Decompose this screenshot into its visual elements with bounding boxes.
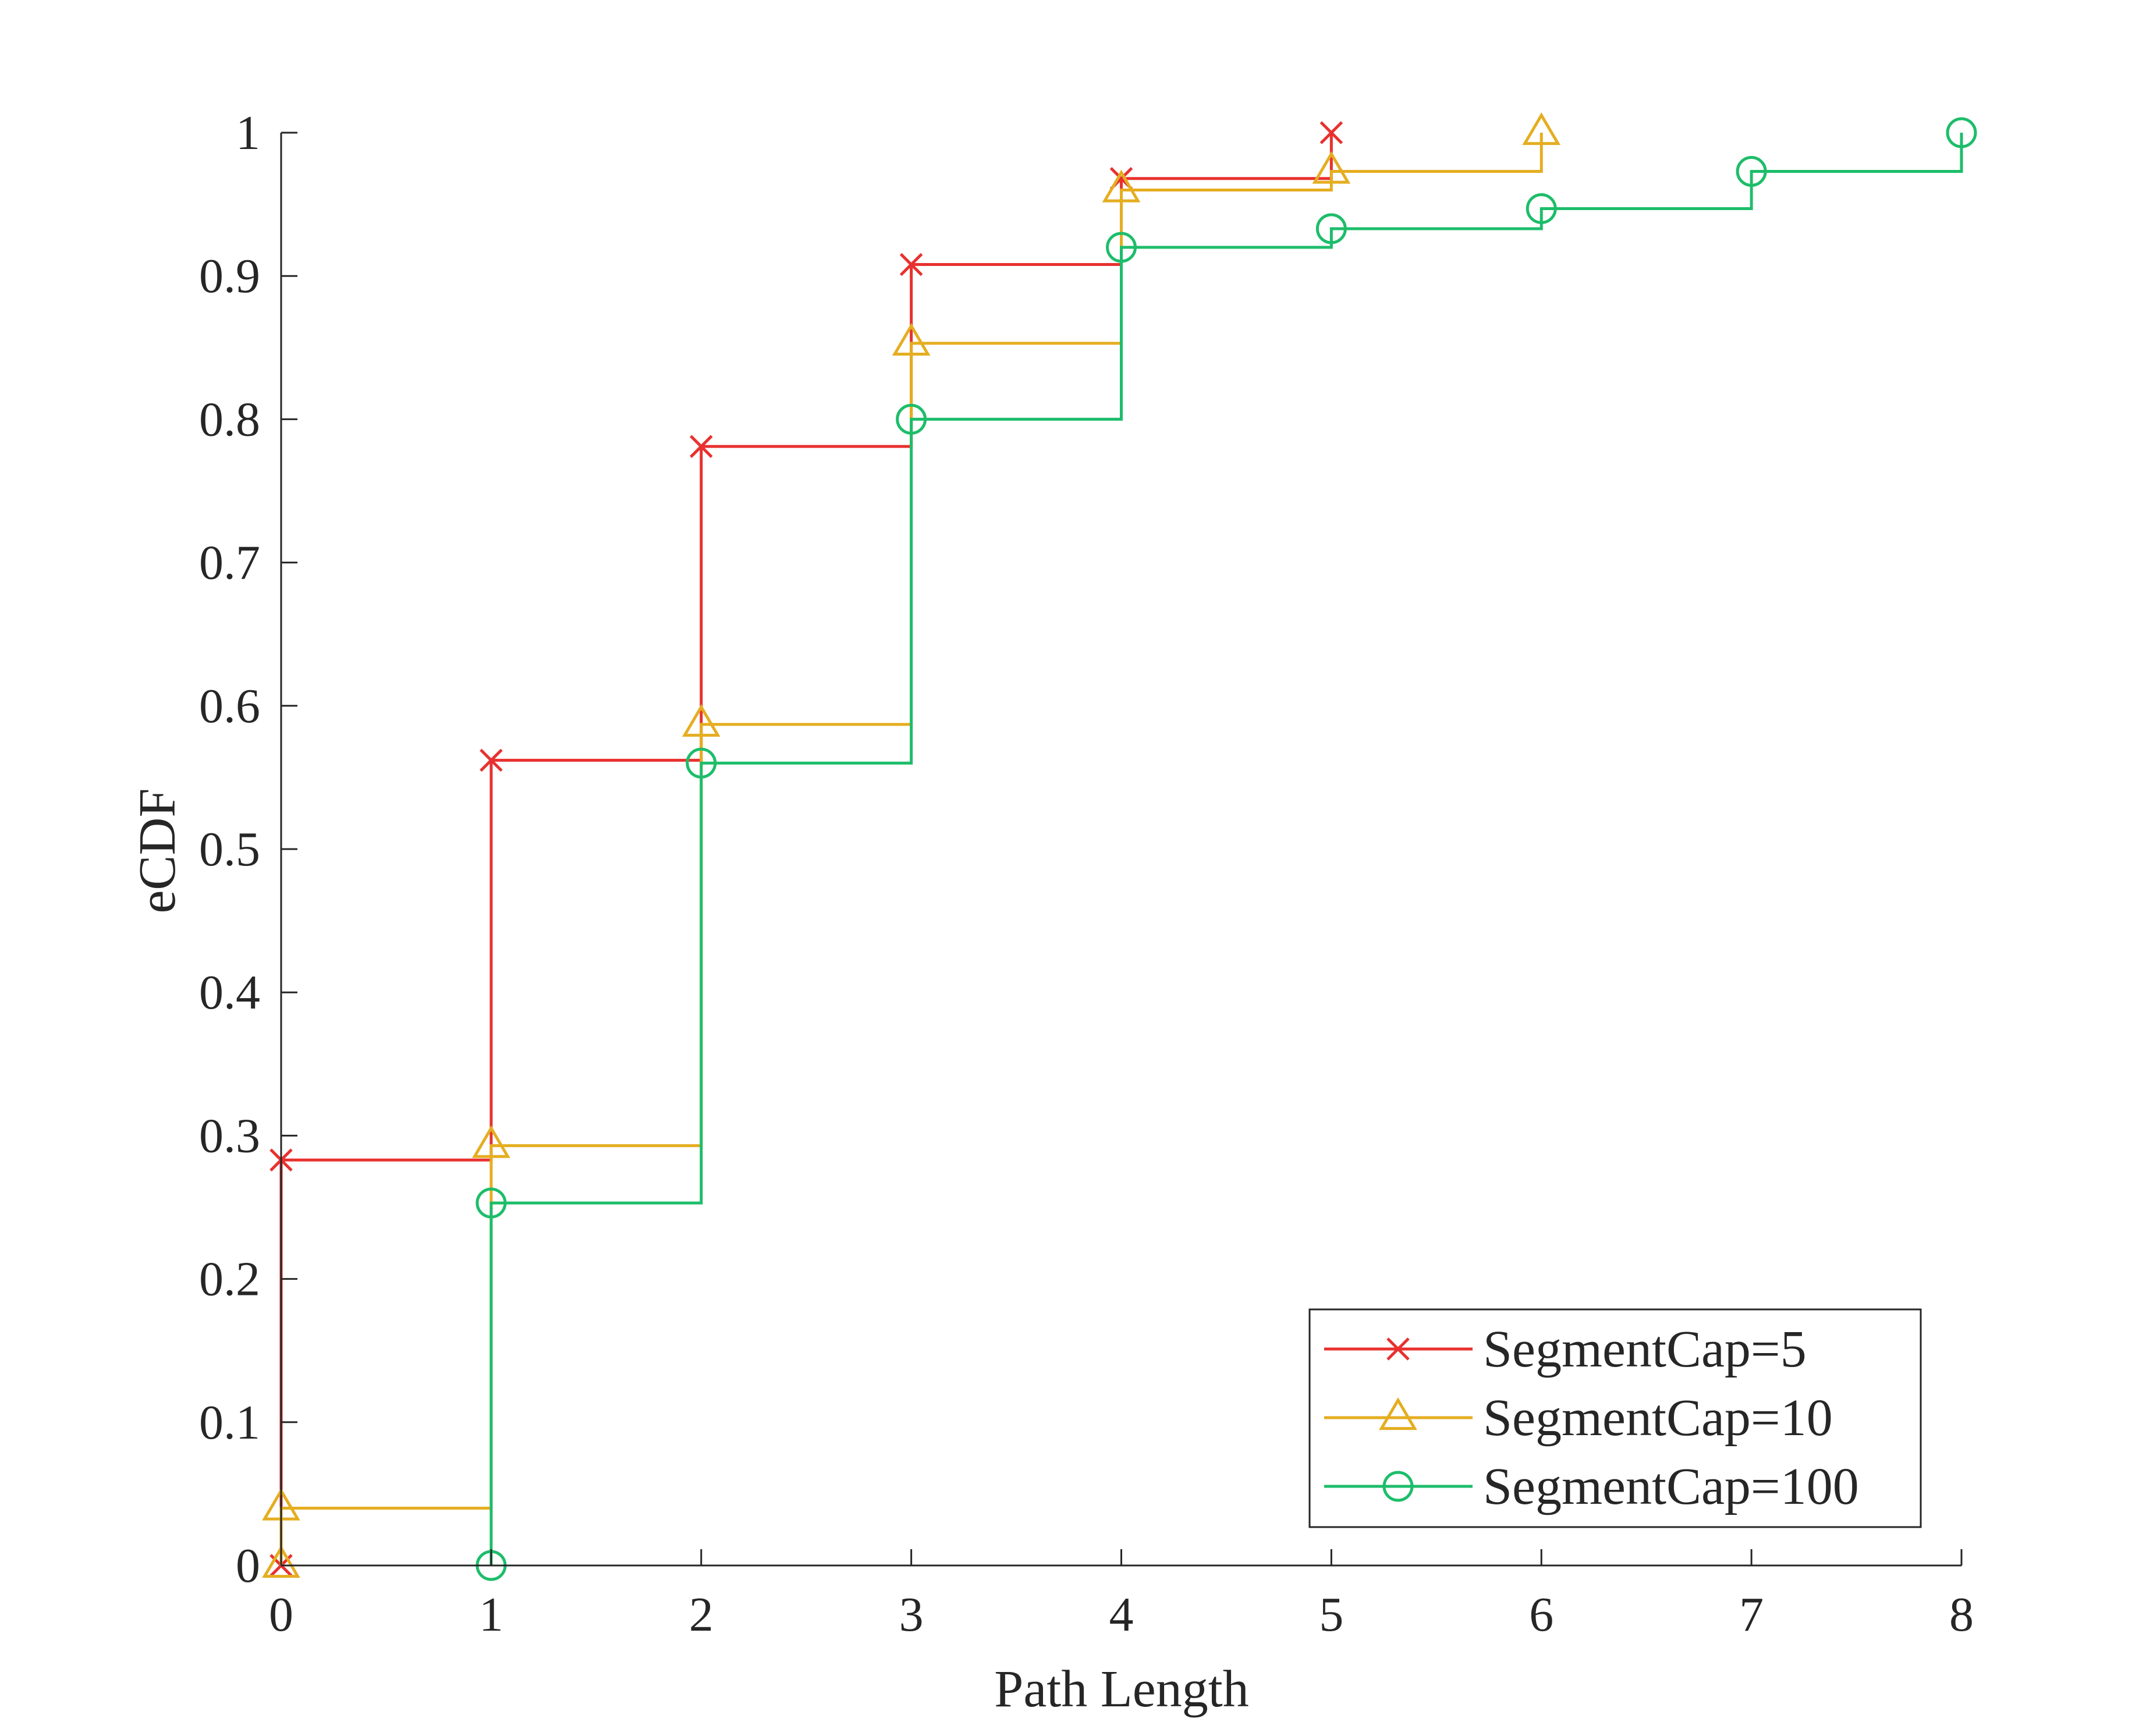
- legend-marker-stroke-b: [1386, 1337, 1410, 1361]
- data-point-stroke-b: [1319, 121, 1343, 144]
- data-point: [480, 748, 503, 772]
- y-tick-label: 0.1: [199, 1396, 260, 1450]
- x-tick-label: 5: [1319, 1588, 1343, 1642]
- legend-label: SegmentCap=10: [1483, 1389, 1833, 1447]
- legend: SegmentCap=5 SegmentCap=10 SegmentCap=100: [1308, 1308, 1922, 1528]
- data-point: [899, 253, 923, 276]
- x-tick-label: 0: [269, 1588, 293, 1642]
- legend-marker: [1379, 1397, 1417, 1430]
- data-point: [1522, 112, 1561, 145]
- axes: 0 1 2 3 4 5 6 7 8 0 0.1 0.2 0.3 0.4 0.5 0.6 0.7 0.8 0.9 1: [199, 106, 1974, 1642]
- data-point: [262, 1545, 300, 1578]
- legend-label: SegmentCap=100: [1483, 1458, 1859, 1515]
- y-tick-label: 0.6: [199, 679, 260, 733]
- data-point: [1312, 151, 1351, 184]
- y-tick-label: 0.7: [199, 536, 260, 590]
- series-layer: [262, 112, 1977, 1581]
- data-point: [1946, 117, 1977, 148]
- series-line: [489, 133, 1963, 1565]
- data-point-stroke-b: [899, 253, 923, 276]
- data-point: [476, 1187, 507, 1219]
- data-point: [892, 322, 931, 356]
- data-point: [1106, 232, 1137, 263]
- y-tick-label: 0.5: [199, 822, 260, 876]
- data-point: [1736, 155, 1767, 187]
- data-point: [1319, 121, 1343, 144]
- y-tick-label: 0.9: [199, 249, 260, 303]
- legend-label: SegmentCap=5: [1483, 1320, 1807, 1378]
- legend-item-2: SegmentCap=10: [1324, 1389, 1833, 1447]
- data-point: [682, 704, 721, 737]
- legend-entries: SegmentCap=5 SegmentCap=10 SegmentCap=100: [1324, 1320, 1859, 1515]
- data-point: [1526, 193, 1557, 224]
- x-tick-label: 6: [1529, 1588, 1553, 1642]
- data-point: [689, 435, 713, 458]
- data-point: [896, 403, 927, 435]
- x-axis-label: Path Length: [994, 1660, 1248, 1718]
- y-tick-label: 0.4: [199, 965, 260, 1020]
- x-tick-label: 8: [1949, 1588, 1974, 1642]
- series-1: [269, 121, 1343, 1577]
- y-tick-label: 1: [236, 106, 260, 160]
- legend-marker: [1382, 1471, 1414, 1502]
- series-line: [279, 133, 1333, 1565]
- data-point: [472, 1125, 510, 1158]
- x-tick-label: 7: [1739, 1588, 1764, 1642]
- data-point-stroke-b: [689, 435, 713, 458]
- legend-item-1: SegmentCap=5: [1324, 1320, 1807, 1378]
- y-tick-label: 0.8: [199, 392, 260, 446]
- x-tick-label: 4: [1109, 1588, 1134, 1642]
- data-point: [686, 747, 717, 779]
- x-tick-label: 2: [689, 1588, 714, 1642]
- series-3: [476, 117, 1977, 1581]
- data-point: [1102, 169, 1141, 203]
- y-tick-label: 0.2: [199, 1252, 260, 1307]
- y-axis-label: eCDF: [129, 788, 186, 913]
- y-tick-label: 0: [236, 1539, 260, 1593]
- legend-item-3: SegmentCap=100: [1324, 1458, 1859, 1515]
- data-point: [1315, 213, 1347, 244]
- y-tick-label: 0.3: [199, 1109, 260, 1163]
- data-point-stroke-b: [480, 748, 503, 772]
- x-tick-label: 3: [899, 1588, 924, 1642]
- legend-marker: [1386, 1337, 1410, 1361]
- x-tick-label: 1: [479, 1588, 503, 1642]
